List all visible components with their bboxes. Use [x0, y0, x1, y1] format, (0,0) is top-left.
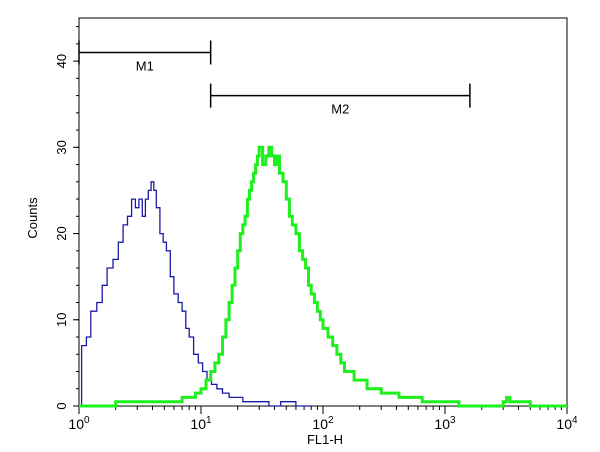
x-tick-label: 104 — [556, 415, 578, 432]
marker-m1-label: M1 — [136, 58, 154, 73]
x-axis-ticks: 100 101 102 103 104 — [68, 406, 578, 432]
y-axis-ticks: 0 10 20 30 40 — [54, 26, 79, 410]
x-tick-label: 100 — [68, 415, 90, 432]
x-tick-label: 103 — [434, 415, 456, 432]
y-axis-label: Counts — [25, 197, 40, 239]
marker-layer: M1 M2 — [78, 40, 471, 117]
y-tick-label: 0 — [54, 402, 69, 409]
control-histogram-line — [79, 181, 312, 407]
y-tick-label: 40 — [54, 54, 69, 68]
y-tick-label: 30 — [54, 140, 69, 154]
marker-m2-label: M2 — [331, 102, 349, 117]
sample-histogram-line — [79, 145, 567, 408]
x-tick-label: 101 — [190, 415, 212, 432]
y-tick-label: 10 — [54, 313, 69, 327]
series-layer — [79, 145, 567, 408]
x-tick-label: 102 — [312, 415, 334, 432]
x-axis-label: FL1-H — [307, 432, 343, 447]
plot-frame — [78, 17, 568, 407]
y-tick-label: 20 — [54, 226, 69, 240]
